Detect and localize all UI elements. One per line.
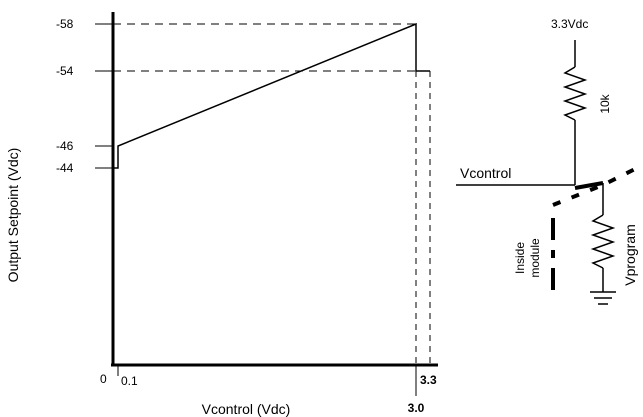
module-boundary — [552, 163, 643, 207]
resistor-label: 10k — [598, 93, 612, 113]
pullup-resistor-icon — [562, 66, 588, 121]
y-tick-label: -54 — [56, 64, 74, 78]
x-tick-label: 3.3 — [420, 373, 437, 387]
y-tick-label: -44 — [56, 161, 74, 175]
program-resistor-icon — [590, 214, 616, 269]
program-label: Vprogram — [622, 224, 638, 285]
x-origin-label: 0 — [100, 372, 107, 386]
switch-lever — [574, 181, 604, 190]
x-axis-title: Vcontrol (Vdc) — [202, 401, 291, 417]
vcontrol-node-label: Vcontrol — [460, 165, 511, 181]
x-tick-label: 0.1 — [121, 374, 138, 388]
x-tick-label: 3.0 — [408, 401, 425, 415]
series-layer — [113, 22, 430, 169]
series-line — [113, 22, 430, 169]
module-label-line2: module — [528, 238, 542, 278]
y-tick-label: -46 — [56, 139, 74, 153]
y-tick-label: -58 — [56, 17, 74, 31]
y-axis-title: Output Setpoint (Vdc) — [5, 148, 21, 283]
module-label-line1: Inside — [513, 242, 527, 274]
supply-label: 3.3Vdc — [551, 17, 588, 31]
